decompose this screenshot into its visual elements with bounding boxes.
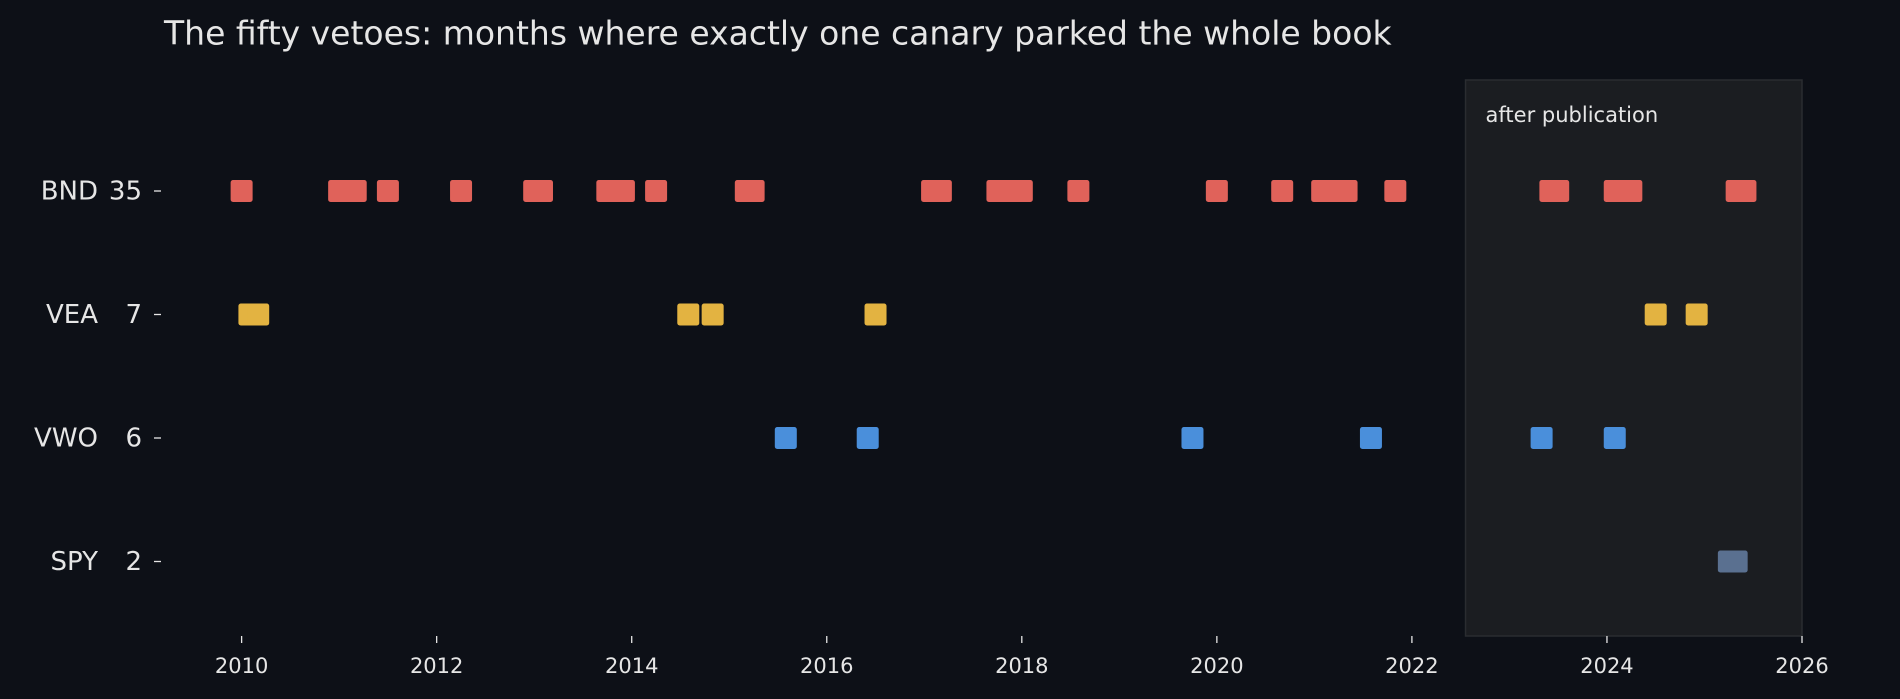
row-count: 2: [125, 547, 142, 577]
x-tick-label: 2024: [1580, 654, 1633, 678]
row-label: VWO: [34, 424, 98, 454]
event-mark: [1271, 180, 1294, 202]
event-mark: [1725, 550, 1748, 573]
x-tick-label: 2012: [410, 654, 463, 678]
event-mark: [1547, 180, 1570, 202]
highlight-label: after publication: [1486, 103, 1659, 127]
event-mark: [1067, 180, 1090, 202]
x-tick-label: 2022: [1385, 654, 1438, 678]
event-mark: [376, 180, 399, 202]
event-mark: [247, 303, 270, 326]
event-mark: [1530, 427, 1553, 449]
x-tick-label: 2016: [800, 654, 853, 678]
event-mark: [1359, 427, 1382, 449]
chart-title: The fifty vetoes: months where exactly o…: [163, 14, 1393, 53]
event-mark: [856, 427, 879, 449]
event-mark: [344, 180, 367, 202]
event-mark: [1685, 303, 1708, 326]
x-tick-label: 2018: [995, 654, 1048, 678]
event-mark: [645, 180, 668, 202]
event-mark: [929, 180, 952, 202]
row-label: BND: [41, 177, 98, 207]
event-mark: [1384, 180, 1407, 202]
event-mark: [1603, 427, 1626, 449]
event-mark: [677, 303, 700, 326]
event-mark: [230, 180, 253, 202]
x-tick-label: 2010: [215, 654, 268, 678]
event-mark: [1010, 180, 1033, 202]
row-label: VEA: [46, 300, 98, 330]
event-mark: [701, 303, 724, 326]
event-mark: [1620, 180, 1643, 202]
row-count: 35: [109, 177, 142, 207]
event-mark: [1644, 303, 1667, 326]
row-count: 7: [125, 300, 142, 330]
event-mark: [1734, 180, 1757, 202]
row-label: SPY: [51, 547, 99, 577]
x-tick-label: 2026: [1775, 654, 1828, 678]
event-mark: [774, 427, 797, 449]
x-tick-label: 2020: [1190, 654, 1243, 678]
highlight-region: [1464, 79, 1803, 637]
event-mark: [612, 180, 635, 202]
event-mark: [1205, 180, 1228, 202]
event-mark: [530, 180, 553, 202]
event-mark: [864, 303, 887, 326]
event-mark: [742, 180, 765, 202]
x-tick-label: 2014: [605, 654, 658, 678]
event-mark: [1181, 427, 1204, 449]
row-count: 6: [125, 424, 142, 454]
event-mark: [1335, 180, 1358, 202]
event-mark: [450, 180, 473, 202]
